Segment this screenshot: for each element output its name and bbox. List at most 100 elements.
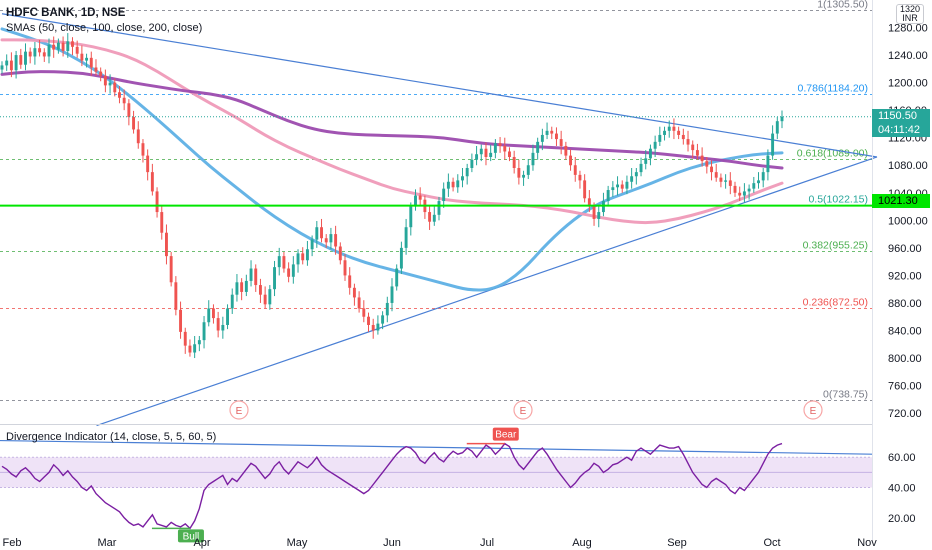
candle-body [385, 302, 389, 316]
candle-body [52, 44, 56, 50]
fibonacci-levels: 1(1305.50) 0.786(1184.20) 0.618(1089.00) 0.… [0, 0, 872, 401]
candle-body [193, 344, 197, 353]
candle-body [207, 308, 211, 323]
signal-label: Bear [495, 430, 517, 441]
fib-level-label: 0.382(955.25) [803, 240, 868, 252]
candle-body [667, 126, 671, 131]
candle-body [9, 60, 13, 71]
price-tick-label: 840.00 [888, 325, 922, 337]
candlestick-series [0, 33, 784, 359]
candle-body [169, 256, 173, 283]
fib-level-label: 1(1305.50) [817, 0, 868, 11]
candle-body [634, 172, 638, 177]
candle-body [536, 141, 540, 153]
candle-body [742, 191, 746, 196]
candle-body [714, 172, 718, 178]
candle-body [310, 239, 314, 250]
time-tick-label: Jun [383, 537, 401, 549]
candle-body [578, 174, 582, 181]
candle-body [188, 345, 192, 353]
candle-body [465, 168, 469, 177]
candle-body [498, 143, 502, 146]
candle-body [663, 130, 666, 135]
candle-body [437, 201, 441, 215]
earnings-marker [229, 400, 249, 420]
candle-body [775, 121, 779, 134]
oscillator-tick-label: 60.00 [888, 452, 916, 464]
candle-body [329, 234, 333, 243]
candle-body [418, 195, 422, 200]
candle-body [710, 166, 713, 173]
candle-body [197, 340, 201, 345]
currency-code: INR [902, 13, 918, 23]
price-tick-label: 1000.00 [888, 215, 928, 227]
candle-body [235, 282, 239, 295]
candle-body [249, 268, 253, 281]
last-price-tag: 1150.50 [872, 109, 930, 123]
candle-body [414, 195, 417, 207]
candle-body [569, 155, 573, 166]
oscillator-background [0, 456, 872, 489]
candle-body [648, 148, 652, 159]
candle-body [479, 148, 483, 155]
candle-body [470, 159, 474, 168]
oscillator-legend: Divergence Indicator (14, close, 5, 5, 6… [6, 431, 217, 443]
candle-body [461, 176, 464, 181]
candle-body [724, 180, 728, 182]
earnings-marker [513, 400, 533, 420]
price-tick-label: 760.00 [888, 381, 922, 393]
trendlines[interactable] [0, 13, 878, 455]
candle-body [573, 165, 577, 175]
candle-body [695, 150, 699, 156]
candle-body [456, 180, 460, 188]
candle-body [442, 188, 446, 202]
candle-body [338, 246, 342, 261]
candle-body [165, 232, 168, 257]
time-tick-label: Nov [857, 537, 877, 549]
candle-body [428, 212, 432, 222]
candle-body [540, 134, 544, 142]
currency-top-label: 1320 [899, 4, 921, 14]
candle-body [108, 82, 112, 86]
signal-tag [177, 529, 204, 543]
candle-body [94, 67, 98, 72]
level-price-tag: 1021.30 [872, 194, 930, 208]
candle-body [268, 289, 272, 305]
candle-body [432, 214, 436, 222]
candle-body [555, 133, 558, 140]
candle-body [587, 198, 591, 207]
candle-body [113, 82, 117, 93]
candle-body [14, 55, 18, 71]
trendline-upper [1, 13, 878, 158]
candle-body [334, 234, 338, 247]
candle-body [780, 116, 784, 122]
candle-body [592, 206, 596, 219]
candle-body [183, 331, 187, 346]
candle-body [526, 165, 530, 175]
fib-level-label: 0.786(1184.20) [798, 83, 868, 95]
candle-body [150, 172, 154, 192]
oscillator-line-path [1, 442, 783, 530]
currency-selector[interactable]: 1320 INR [896, 4, 924, 24]
candle-body [545, 130, 549, 135]
candle-body [404, 227, 408, 248]
candle-body [254, 268, 258, 286]
earnings-marker-label: E [236, 406, 243, 417]
candle-body [305, 249, 309, 261]
time-tick-label: May [287, 537, 308, 549]
candle-body [47, 44, 51, 57]
support-level[interactable] [0, 116, 872, 207]
candle-body [38, 48, 42, 53]
candle-body [653, 141, 657, 149]
candle-body [766, 155, 770, 173]
candle-body [99, 71, 103, 76]
candle-body [5, 60, 9, 66]
candle-body [522, 174, 526, 178]
time-tick-label: Sep [667, 537, 687, 549]
candle-body [244, 280, 248, 292]
price-tick-label: 800.00 [888, 353, 922, 365]
time-tick-label: Feb [3, 537, 22, 549]
candle-body [493, 143, 497, 153]
